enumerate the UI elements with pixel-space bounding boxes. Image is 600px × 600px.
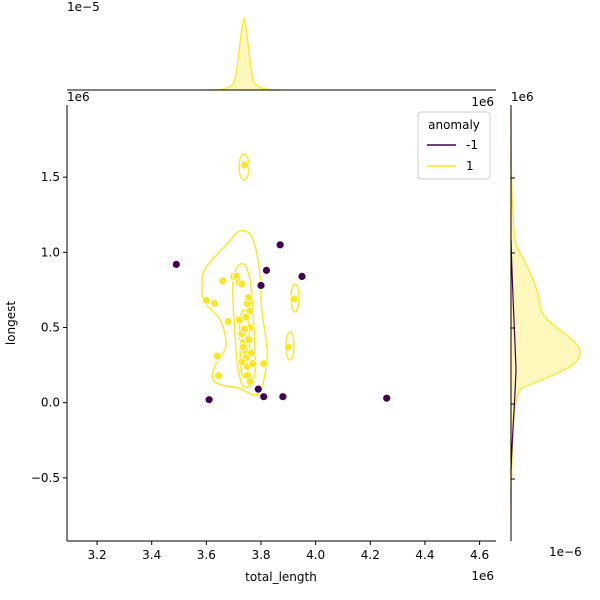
scatter-point-anomaly <box>275 240 285 250</box>
scatter-point-normal <box>247 348 256 358</box>
scatter-point-normal <box>214 371 224 381</box>
y-tick-label: 1.0 <box>41 245 60 259</box>
x-tick-label: 4.2 <box>361 548 380 562</box>
right-marginal-offset-label: 1e−6 <box>549 545 582 559</box>
y-tick-label: 1.5 <box>41 170 60 184</box>
top-marginal-density <box>207 16 281 91</box>
scatter-point-normal <box>245 306 255 316</box>
scatter-point-normal <box>210 299 219 308</box>
scatter-point-normal <box>218 276 228 286</box>
scatter-point-normal <box>201 296 211 305</box>
kde-contour-upper <box>238 153 250 181</box>
y-axis-label: longest <box>4 301 18 346</box>
right-marginal-density <box>510 109 581 521</box>
legend-label-anomaly: -1 <box>466 138 478 152</box>
scatter-point-normal <box>283 342 293 352</box>
scatter-point-normal <box>289 294 299 304</box>
x-tick-label: 4.4 <box>415 548 434 562</box>
x-tick-label: 3.6 <box>197 548 216 562</box>
legend-title: anomaly <box>428 118 480 132</box>
right-marginal: 1e6 1e−6 <box>510 90 582 559</box>
scatter-point-normal <box>244 335 254 344</box>
y-tick-label: 0.5 <box>41 321 60 335</box>
scatter-point-normal <box>259 359 269 368</box>
scatter-point-anomaly <box>253 384 263 394</box>
x-tick-label: 4.6 <box>470 548 489 562</box>
scatter-point-normal <box>238 342 248 352</box>
top-marginal: 1e−5 <box>67 0 496 91</box>
scatter-point-anomaly <box>278 392 288 402</box>
scatter-point-anomaly <box>297 271 307 281</box>
scatter-points <box>171 160 392 405</box>
scatter-point-normal <box>212 351 222 361</box>
scatter-point-normal <box>237 357 247 367</box>
top-x-offset-label: 1e6 <box>471 95 494 109</box>
right-marginal-anomaly-line <box>510 239 517 471</box>
scatter-point-normal <box>245 377 255 387</box>
kde-contour-mid <box>232 262 256 389</box>
scatter-point-anomaly <box>204 395 214 405</box>
x-offset-label: 1e6 <box>471 569 494 583</box>
x-tick-label: 3.8 <box>251 548 270 562</box>
right-marginal-ticks <box>511 177 515 480</box>
scatter-point-normal <box>240 324 250 334</box>
right-marginal-y-offset-label: 1e6 <box>511 90 534 104</box>
scatter-point-normal <box>240 160 250 170</box>
scatter-point-anomaly <box>171 259 181 269</box>
main-plot: 3.2 3.4 3.6 3.8 4.0 4.2 4.4 4.6 −0.5 0.0 0.5 1.0 1.… <box>4 90 496 584</box>
legend-label-normal: 1 <box>466 159 474 173</box>
scatter-point-normal <box>248 359 258 368</box>
scatter-point-normal <box>244 293 254 302</box>
scatter-point-normal <box>223 317 233 326</box>
x-axis-label: total_length <box>245 570 317 584</box>
y-tick-label: −0.5 <box>31 471 60 485</box>
x-tick-label: 3.2 <box>88 548 107 562</box>
legend: anomaly -1 1 <box>417 111 491 180</box>
y-tick-label: 0.0 <box>41 396 60 410</box>
x-axis-ticks: 3.2 3.4 3.6 3.8 4.0 4.2 4.4 4.6 <box>88 541 489 562</box>
top-marginal-offset-label: 1e−5 <box>67 0 100 14</box>
scatter-point-normal <box>237 279 247 289</box>
scatter-point-anomaly <box>382 393 392 403</box>
scatter-point-anomaly <box>259 392 269 402</box>
scatter-point-normal <box>241 312 251 322</box>
y-axis-ticks: −0.5 0.0 0.5 1.0 1.5 <box>31 170 67 485</box>
x-tick-label: 4.0 <box>306 548 325 562</box>
scatter-point-anomaly <box>262 265 271 275</box>
x-tick-label: 3.4 <box>142 548 161 562</box>
scatter-point-anomaly <box>256 281 266 290</box>
y-offset-label: 1e6 <box>67 90 90 104</box>
